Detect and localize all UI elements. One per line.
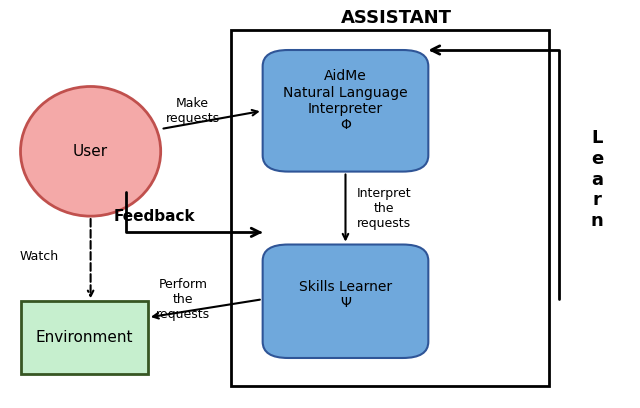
Text: L
e
a
r
n: L e a r n [591, 129, 604, 230]
Text: Perform
the
requests: Perform the requests [156, 278, 210, 321]
Text: AidMe
Natural Language
Interpreter
Φ: AidMe Natural Language Interpreter Φ [283, 69, 408, 132]
FancyBboxPatch shape [20, 301, 148, 374]
Text: Skills Learner
Ψ: Skills Learner Ψ [299, 280, 392, 310]
Text: User: User [73, 144, 108, 159]
Text: ASSISTANT: ASSISTANT [341, 9, 452, 27]
FancyArrowPatch shape [431, 46, 559, 299]
FancyBboxPatch shape [262, 244, 428, 358]
FancyArrowPatch shape [125, 192, 260, 237]
Text: Make
requests: Make requests [166, 97, 220, 125]
Text: Interpret
the
requests: Interpret the requests [356, 186, 411, 230]
Ellipse shape [20, 86, 161, 216]
FancyBboxPatch shape [262, 50, 428, 172]
Text: Watch: Watch [20, 250, 59, 263]
Text: Feedback: Feedback [113, 208, 195, 224]
Text: Environment: Environment [35, 330, 133, 345]
